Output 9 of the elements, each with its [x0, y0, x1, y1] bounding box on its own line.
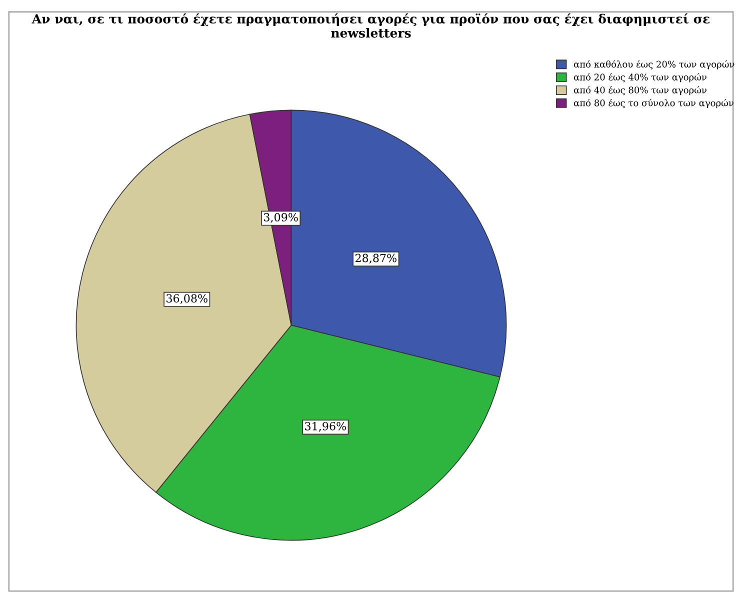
- legend-label: από 20 έως 40% των αγορών: [574, 73, 706, 82]
- legend-label: από 40 έως 80% των αγορών: [574, 86, 706, 96]
- data-label: 36,08%: [166, 294, 208, 304]
- legend-label: από καθόλου έως 20% των αγορών: [574, 60, 734, 70]
- data-label: 31,96%: [305, 422, 346, 432]
- chart-title: Αν ναι, σε τι ποσοστό έχετε πραγματοποιήσει αγορές για προϊόν που σας έχει διαφημιστεί σε newsletters: [32, 13, 710, 38]
- legend-label: από 80 έως το σύνολο των αγορών: [574, 98, 734, 108]
- data-label: 28,87%: [355, 254, 396, 264]
- data-label: 3,09%: [264, 213, 298, 223]
